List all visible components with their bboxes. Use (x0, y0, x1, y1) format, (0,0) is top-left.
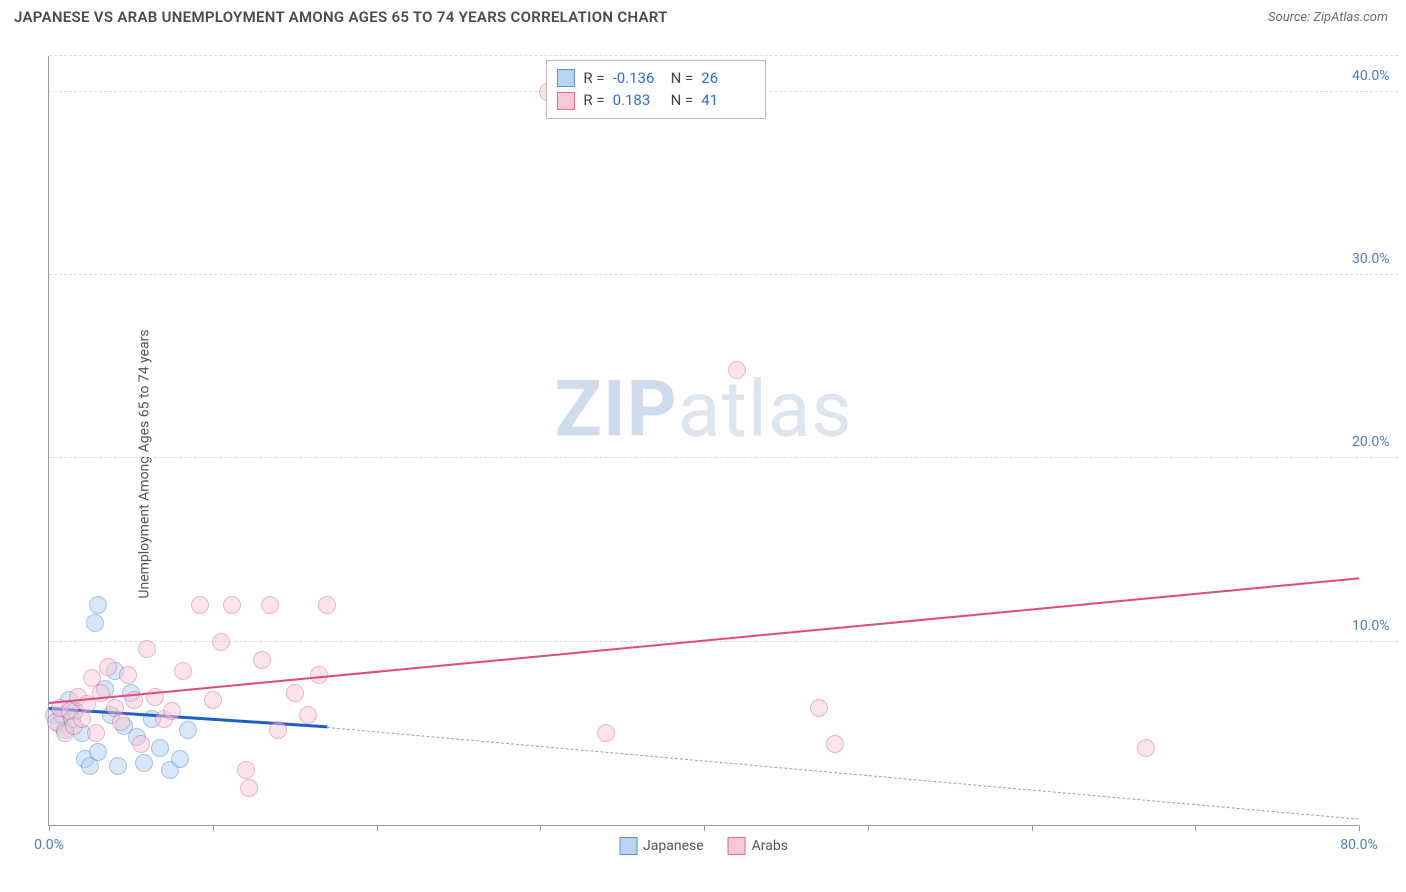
data-point (89, 596, 107, 614)
y-tick-label: 40.0% (1352, 68, 1406, 84)
data-point (261, 596, 279, 614)
x-tick-label: 0.0% (34, 837, 64, 853)
data-point (163, 702, 181, 720)
data-point (191, 596, 209, 614)
data-point (286, 684, 304, 702)
legend-item: Arabs (728, 837, 788, 855)
data-point (212, 633, 230, 651)
chart-title: JAPANESE VS ARAB UNEMPLOYMENT AMONG AGES… (14, 8, 668, 26)
data-point (728, 361, 746, 379)
x-tick (49, 825, 50, 831)
data-point (119, 666, 137, 684)
gridline (49, 641, 1398, 642)
stats-row: R = 0.183 N = 41 (557, 89, 751, 112)
data-point (1137, 739, 1155, 757)
data-point (318, 596, 336, 614)
y-tick-label: 30.0% (1352, 251, 1406, 267)
x-tick (868, 825, 869, 831)
stat-label: R = (583, 67, 604, 90)
gridline (49, 274, 1398, 275)
data-point (151, 739, 169, 757)
legend-label: Arabs (752, 838, 788, 854)
source-attribution: Source: ZipAtlas.com (1268, 10, 1388, 25)
data-point (89, 743, 107, 761)
stat-label: N = (671, 67, 694, 90)
gridline (49, 55, 1398, 56)
data-point (135, 754, 153, 772)
data-point (109, 757, 127, 775)
x-tick (1032, 825, 1033, 831)
x-tick (704, 825, 705, 831)
correlation-stats-box: R = -0.136 N = 26 R = 0.183 N = 41 (546, 60, 766, 119)
data-point (132, 735, 150, 753)
watermark: ZIPatlas (554, 364, 852, 455)
data-point (299, 706, 317, 724)
data-point (138, 640, 156, 658)
data-point (237, 761, 255, 779)
legend-swatch (728, 837, 746, 855)
series-legend: Japanese Arabs (619, 837, 788, 855)
legend-label: Japanese (643, 838, 704, 854)
legend-item: Japanese (619, 837, 704, 855)
legend-swatch (557, 92, 575, 110)
x-tick (213, 825, 214, 831)
data-point (171, 750, 189, 768)
stats-row: R = -0.136 N = 26 (557, 67, 751, 90)
stat-r-value: 0.183 (613, 89, 663, 112)
stat-label: N = (671, 89, 694, 112)
stat-n-value: 41 (701, 89, 751, 112)
data-point (223, 596, 241, 614)
data-point (204, 691, 222, 709)
stat-r-value: -0.136 (613, 67, 663, 90)
y-tick-label: 20.0% (1352, 434, 1406, 450)
x-tick (1195, 825, 1196, 831)
data-point (240, 779, 258, 797)
data-point (179, 721, 197, 739)
legend-swatch (619, 837, 637, 855)
data-point (86, 614, 104, 632)
y-tick-label: 10.0% (1352, 618, 1406, 634)
data-point (269, 721, 287, 739)
data-point (597, 724, 615, 742)
chart-container: Unemployment Among Ages 65 to 74 years Z… (0, 36, 1406, 892)
data-point (112, 713, 130, 731)
data-point (99, 658, 117, 676)
stat-label: R = (583, 89, 604, 112)
x-tick (540, 825, 541, 831)
data-point (826, 735, 844, 753)
stat-n-value: 26 (701, 67, 751, 90)
data-point (87, 724, 105, 742)
data-point (810, 699, 828, 717)
scatter-plot: ZIPatlas 10.0%20.0%30.0%40.0%0.0%80.0%R … (48, 56, 1358, 826)
data-point (253, 651, 271, 669)
gridline (49, 457, 1398, 458)
x-tick (377, 825, 378, 831)
x-tick (1359, 825, 1360, 831)
legend-swatch (557, 69, 575, 87)
data-point (174, 662, 192, 680)
x-tick-label: 80.0% (1340, 837, 1378, 853)
